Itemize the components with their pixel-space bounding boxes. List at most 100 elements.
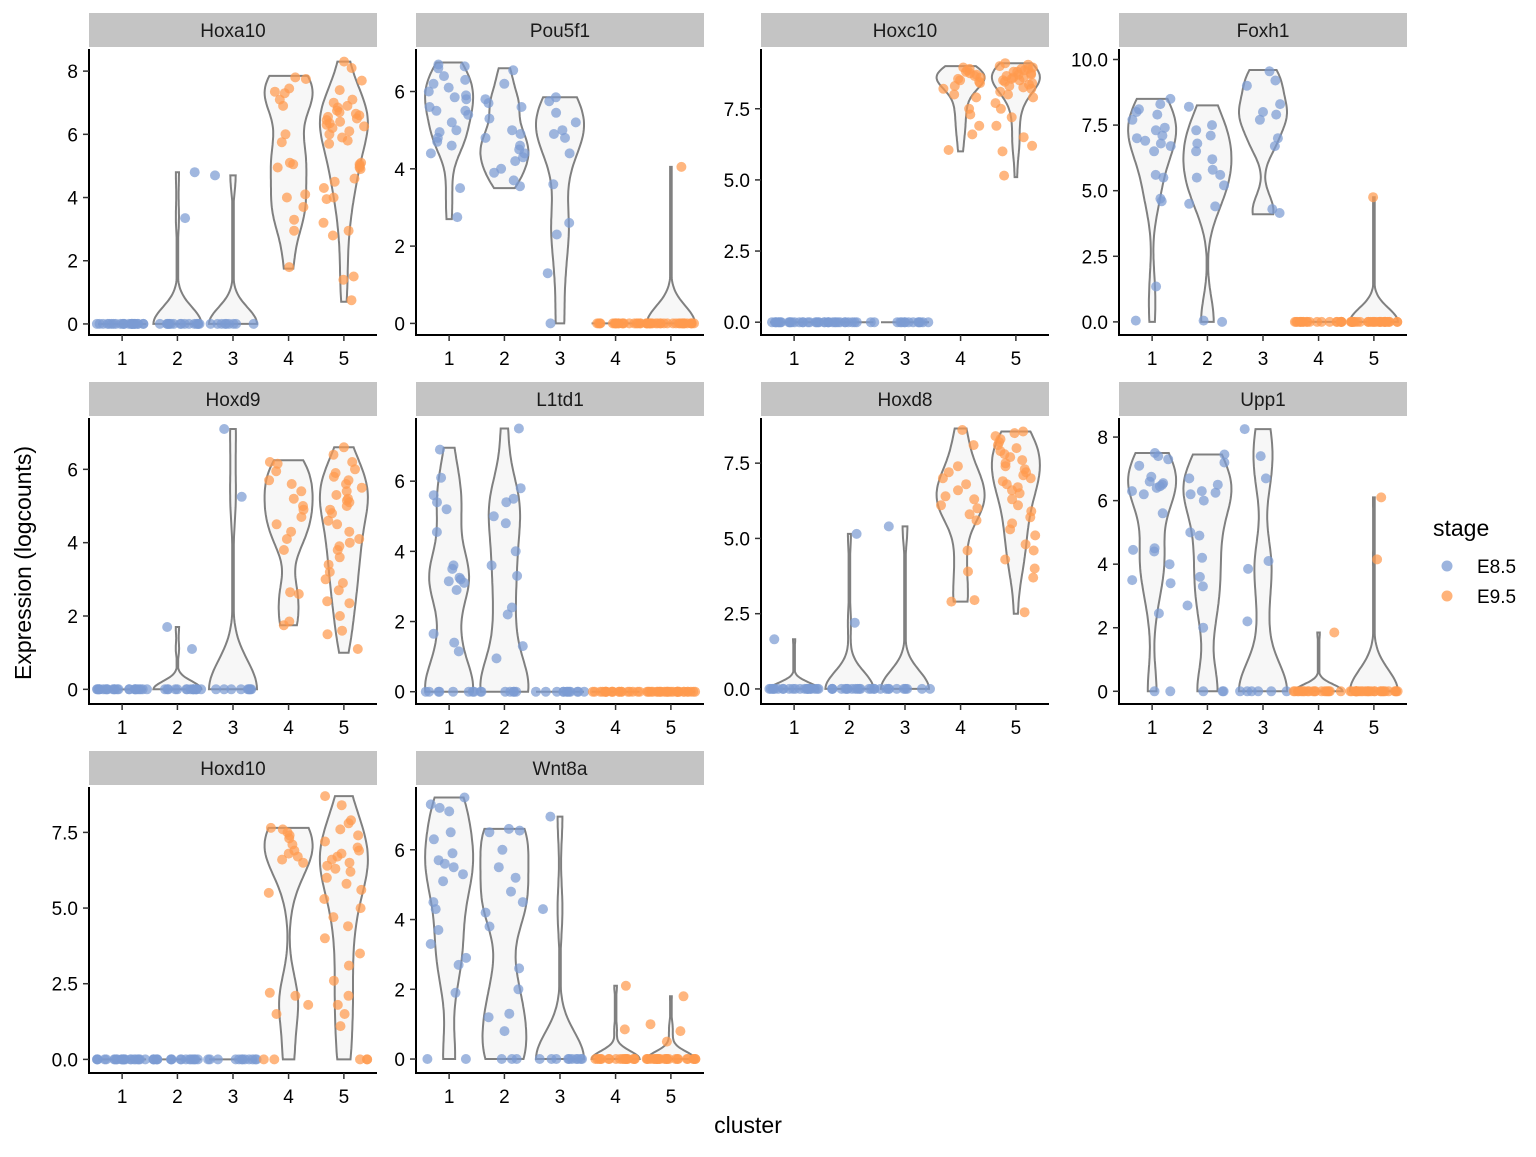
point-wnt8a-cluster-2 <box>510 872 521 883</box>
point-hoxd10-cluster-4 <box>258 1054 269 1065</box>
point-hoxc10-cluster-3 <box>923 317 934 328</box>
y-tick-label-wnt8a: 6 <box>394 841 405 862</box>
point-hoxa10-cluster-1 <box>117 318 128 329</box>
point-hoxa10-cluster-5 <box>356 75 367 86</box>
point-hoxd10-cluster-4 <box>303 999 314 1010</box>
point-foxh1-cluster-2 <box>1191 172 1202 183</box>
x-tick-label-pou5f1: 2 <box>499 349 510 370</box>
point-wnt8a-cluster-3 <box>546 1054 557 1064</box>
point-wnt8a-cluster-1 <box>433 925 444 935</box>
point-upp1-cluster-2 <box>1194 530 1205 541</box>
point-upp1-cluster-4 <box>1293 686 1304 697</box>
point-pou5f1-cluster-2 <box>508 65 519 76</box>
point-upp1-cluster-2 <box>1210 487 1221 498</box>
point-l1td1-cluster-1 <box>424 686 435 697</box>
x-tick-label-upp1: 4 <box>1313 718 1324 739</box>
point-foxh1-cluster-1 <box>1157 130 1168 141</box>
point-foxh1-cluster-2 <box>1191 146 1202 157</box>
point-hoxd8-cluster-4 <box>953 485 963 496</box>
point-upp1-cluster-2 <box>1218 686 1229 697</box>
point-upp1-cluster-5 <box>1351 686 1362 697</box>
y-tick-label-hoxc10: 7.5 <box>724 100 750 121</box>
point-hoxd9-cluster-2 <box>160 684 170 695</box>
point-upp1-cluster-3 <box>1255 451 1266 462</box>
point-hoxc10-cluster-5 <box>1026 69 1037 80</box>
point-foxh1-cluster-3 <box>1264 66 1275 77</box>
y-tick-label-hoxd8: 5.0 <box>724 529 750 550</box>
legend: stage E8.5 E9.5 <box>1433 515 1516 608</box>
point-foxh1-cluster-5 <box>1368 192 1379 203</box>
point-hoxa10-cluster-5 <box>324 129 335 140</box>
point-pou5f1-cluster-4 <box>610 318 621 329</box>
point-hoxa10-cluster-5 <box>344 126 355 137</box>
strip-label-hoxd10: Hoxd10 <box>200 759 266 780</box>
point-hoxd9-cluster-3 <box>219 424 230 434</box>
y-tick-label-hoxc10: 5.0 <box>724 171 750 192</box>
point-pou5f1-cluster-1 <box>446 140 457 151</box>
point-wnt8a-cluster-3 <box>545 811 556 822</box>
point-hoxd9-cluster-2 <box>162 622 173 632</box>
point-hoxd8-cluster-5 <box>1019 607 1030 618</box>
point-wnt8a-cluster-2 <box>496 1054 507 1064</box>
y-tick-label-hoxd9: 0 <box>67 680 78 701</box>
point-hoxc10-cluster-4 <box>974 120 985 131</box>
violin-hoxd9-cluster-5 <box>318 446 369 654</box>
point-foxh1-cluster-1 <box>1165 141 1176 152</box>
point-hoxc10-cluster-4 <box>975 78 985 89</box>
point-hoxa10-cluster-2 <box>154 318 165 329</box>
point-hoxd9-cluster-5 <box>354 534 365 544</box>
point-hoxd8-cluster-2 <box>849 617 860 628</box>
point-foxh1-cluster-2 <box>1207 154 1218 165</box>
point-hoxd10-cluster-5 <box>343 921 353 932</box>
point-foxh1-cluster-2 <box>1198 315 1209 326</box>
point-hoxd10-cluster-5 <box>332 999 343 1010</box>
y-tick-label-pou5f1: 0 <box>394 314 405 335</box>
point-hoxd10-cluster-5 <box>320 836 330 847</box>
point-l1td1-cluster-3 <box>530 686 541 697</box>
point-l1td1-cluster-1 <box>448 686 459 697</box>
point-hoxd9-cluster-5 <box>352 644 363 654</box>
point-hoxa10-cluster-4 <box>288 159 299 170</box>
point-hoxd10-cluster-5 <box>320 791 331 802</box>
point-l1td1-cluster-3 <box>551 686 562 697</box>
point-hoxd8-cluster-4 <box>936 500 946 511</box>
point-hoxd8-cluster-4 <box>971 515 982 526</box>
point-wnt8a-cluster-5 <box>690 1054 701 1064</box>
y-tick-label-hoxa10: 0 <box>67 315 78 336</box>
point-hoxd10-cluster-5 <box>341 878 352 889</box>
point-hoxd10-cluster-5 <box>355 948 365 959</box>
legend-label-e85: E8.5 <box>1477 557 1516 578</box>
point-wnt8a-cluster-1 <box>450 987 461 998</box>
point-foxh1-cluster-3 <box>1275 99 1286 110</box>
point-hoxa10-cluster-4 <box>289 225 300 236</box>
y-tick-label-foxh1: 2.5 <box>1082 247 1108 268</box>
violin-hoxc10-cluster-4 <box>935 65 986 153</box>
point-hoxd9-cluster-3 <box>219 684 230 695</box>
x-tick-label-hoxd9: 3 <box>228 718 239 739</box>
point-hoxd8-cluster-5 <box>1011 443 1022 454</box>
point-hoxc10-cluster-4 <box>965 109 976 120</box>
point-l1td1-cluster-2 <box>508 686 519 697</box>
point-hoxd8-cluster-3 <box>883 521 894 532</box>
point-hoxd9-cluster-5 <box>337 578 348 588</box>
point-upp1-cluster-5 <box>1376 686 1387 697</box>
panel-pou5f1: Pou5f1 0 2 4 6 1 2 3 4 5 <box>394 13 704 370</box>
point-upp1-cluster-1 <box>1151 482 1162 493</box>
point-l1td1-cluster-2 <box>476 686 487 697</box>
x-tick-label-hoxc10: 2 <box>844 349 855 370</box>
point-hoxc10-cluster-4 <box>949 89 960 100</box>
point-hoxa10-cluster-4 <box>276 137 287 148</box>
point-hoxd8-cluster-2 <box>827 683 838 694</box>
strip-label-foxh1: Foxh1 <box>1237 21 1290 42</box>
strip-foxh1 <box>1119 13 1407 47</box>
x-tick-label-l1td1: 1 <box>444 718 455 739</box>
point-upp1-cluster-5 <box>1372 554 1383 565</box>
point-hoxd8-cluster-5 <box>1000 554 1011 565</box>
point-wnt8a-cluster-2 <box>513 984 524 995</box>
point-pou5f1-cluster-1 <box>449 92 460 103</box>
point-wnt8a-cluster-1 <box>461 952 472 963</box>
point-hoxa10-cluster-1 <box>98 318 109 329</box>
panel-hoxc10: Hoxc10 0.0 2.5 5.0 7.5 1 2 3 4 5 <box>724 13 1049 370</box>
point-upp1-cluster-3 <box>1243 563 1254 574</box>
